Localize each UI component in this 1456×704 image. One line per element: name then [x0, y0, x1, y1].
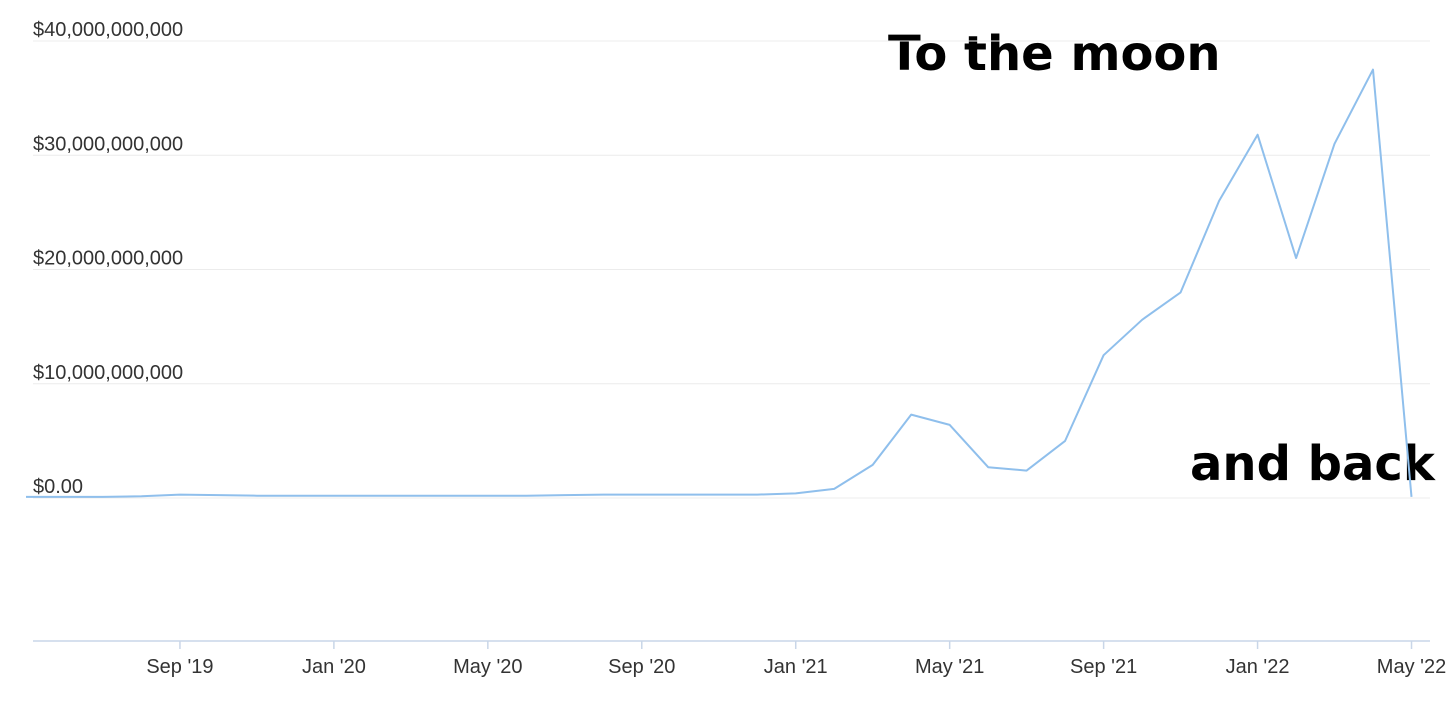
x-tick-label: Jan '21: [764, 656, 828, 678]
annotation: and back: [1190, 436, 1436, 492]
x-tick-label: May '20: [453, 656, 522, 678]
y-tick-label: $20,000,000,000: [33, 248, 183, 270]
y-tick-label: $40,000,000,000: [33, 19, 183, 41]
x-tick-label: May '21: [915, 656, 984, 678]
y-tick-label: $0.00: [33, 476, 83, 498]
x-tick-label: May '22: [1377, 656, 1446, 678]
line-series: [26, 68, 1413, 498]
x-tick-label: Jan '22: [1226, 656, 1290, 678]
y-tick-label: $30,000,000,000: [33, 133, 183, 155]
x-tick-label: Sep '21: [1070, 656, 1137, 678]
x-tick-label: Sep '20: [608, 656, 675, 678]
x-tick-label: Sep '19: [146, 656, 213, 678]
x-tick-label: Jan '20: [302, 656, 366, 678]
y-tick-label: $10,000,000,000: [33, 362, 183, 384]
annotation: To the moon: [888, 26, 1221, 82]
